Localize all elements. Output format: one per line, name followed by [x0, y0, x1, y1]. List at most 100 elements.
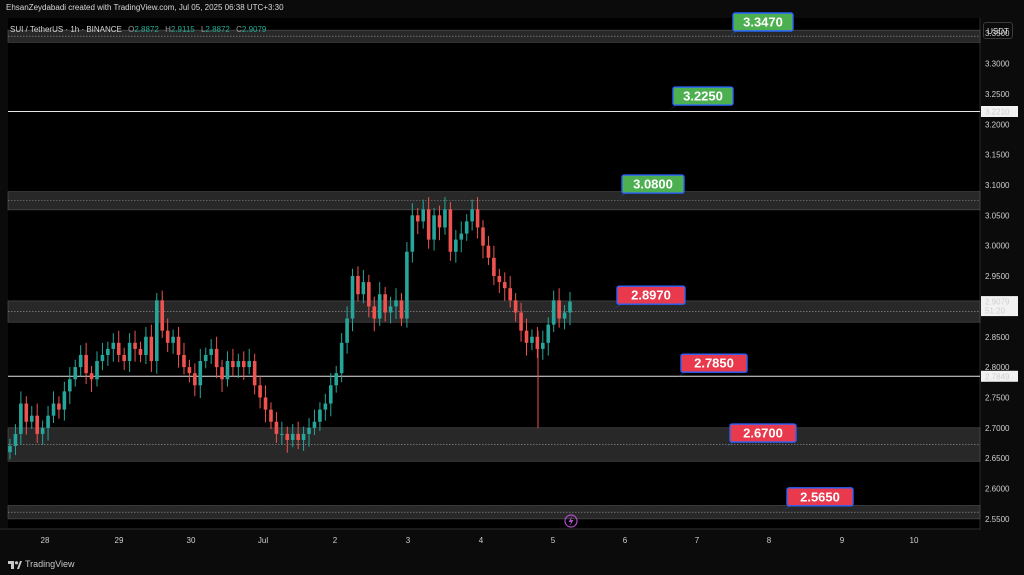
candle-body: [519, 312, 523, 331]
y-axis-tick-label: 2.8000: [985, 363, 1010, 372]
chart-header: EhsanZeydabadi created with TradingView.…: [0, 0, 1024, 18]
candle-body: [40, 427, 45, 434]
high-key: H: [165, 25, 171, 34]
author-credit: EhsanZeydabadi created with TradingView.…: [6, 3, 284, 12]
y-axis-tick-label: 2.8500: [985, 333, 1010, 342]
candle-body: [312, 421, 317, 428]
candle-body: [334, 373, 339, 386]
candle-body: [415, 215, 420, 222]
tradingview-logo[interactable]: TradingView: [8, 559, 75, 569]
price-badge: [981, 106, 1018, 117]
candle-body: [410, 215, 415, 252]
x-axis-tick-label: 3: [406, 536, 411, 545]
candle-body: [323, 403, 328, 410]
y-axis-tick-label: 3.0000: [985, 242, 1010, 251]
candle-body: [546, 324, 551, 343]
candle-body: [307, 427, 311, 434]
candle-body: [73, 367, 78, 380]
candle-body: [84, 354, 88, 374]
level-label-text: 2.6700: [743, 426, 783, 441]
candle-body: [111, 342, 116, 349]
candle-body: [154, 300, 159, 362]
candle-body: [290, 433, 295, 440]
level-label-text: 3.3470: [743, 15, 783, 30]
level-label-text: 3.2250: [683, 89, 723, 104]
candle-body: [198, 361, 203, 386]
candle-body: [122, 354, 126, 362]
tradingview-icon: [8, 560, 22, 569]
price-badge: [981, 370, 1018, 382]
candle-body: [394, 300, 398, 307]
candle-body: [176, 336, 181, 355]
x-axis-tick-label: 6: [623, 536, 628, 545]
level-label-box[interactable]: [786, 487, 854, 507]
candle-body: [421, 209, 426, 222]
candle-body: [318, 409, 322, 422]
candle-body: [57, 403, 61, 410]
x-axis-tick-label: 29: [115, 536, 124, 545]
x-axis-tick-label: Jul: [258, 536, 268, 545]
candle-body: [361, 282, 366, 295]
level-label-box[interactable]: [732, 12, 794, 32]
candle-body: [138, 348, 143, 355]
candle-body: [8, 446, 12, 453]
candle-body: [502, 282, 507, 289]
candle-body: [377, 294, 382, 319]
ohlc-legend: SUI / TetherUS · 1h · BINANCE O2.8872 H2…: [10, 25, 266, 34]
candle-body: [339, 342, 344, 374]
candle-body: [203, 354, 208, 362]
y-axis-tick-label: 3.3500: [985, 29, 1010, 38]
candle-body: [100, 354, 105, 362]
level-label-text: 2.5650: [800, 489, 840, 504]
candle-body: [285, 433, 290, 440]
lightning-glyph: [568, 516, 574, 526]
level-label-box[interactable]: [616, 285, 686, 305]
y-axis-tick-label: 2.5500: [985, 515, 1010, 524]
candle-body: [454, 239, 458, 252]
candle-body: [475, 209, 480, 228]
candle-body: [160, 300, 165, 331]
candle-body: [193, 373, 197, 386]
x-axis-tick-label: 30: [187, 536, 196, 545]
candle-body: [562, 312, 567, 319]
level-label-text: 2.8970: [631, 288, 671, 303]
candle-body: [149, 336, 154, 362]
candle-body: [350, 276, 355, 319]
candle-body: [35, 415, 39, 434]
high-value: 2.9115: [170, 25, 195, 34]
candle-body: [29, 415, 34, 422]
level-label-box[interactable]: [672, 86, 734, 106]
countdown-text: 51:20: [985, 307, 1006, 316]
x-axis-tick-label: 2: [333, 536, 338, 545]
currency-button[interactable]: USDT: [983, 22, 1013, 39]
candle-body: [492, 257, 496, 277]
level-label-box[interactable]: [680, 353, 748, 373]
candle-body: [372, 306, 377, 319]
candle-body: [464, 221, 469, 234]
candle-body: [280, 433, 284, 435]
candle-body: [508, 288, 512, 301]
open-value: 2.8872: [134, 25, 159, 34]
candle-body: [13, 433, 18, 447]
candle-body: [89, 373, 94, 380]
candle-body: [46, 415, 50, 428]
candle-body: [209, 348, 213, 355]
candle-body: [432, 215, 436, 240]
y-axis-tick-label: 3.2500: [985, 90, 1010, 99]
candle-body: [187, 367, 192, 374]
candle-body: [356, 276, 360, 295]
candle-body: [535, 336, 540, 349]
candle-body: [24, 403, 29, 422]
candle-body: [252, 361, 257, 386]
candle-body: [62, 391, 67, 410]
lightning-icon[interactable]: [564, 514, 578, 528]
low-value: 2.8872: [205, 25, 230, 34]
candle-body: [95, 361, 99, 380]
symbol-label[interactable]: SUI / TetherUS · 1h · BINANCE: [10, 25, 122, 34]
candle-body: [269, 409, 273, 422]
candle-body: [405, 251, 409, 319]
level-label-box[interactable]: [729, 423, 797, 443]
level-label-box[interactable]: [621, 174, 685, 194]
x-axis-tick-label: 4: [479, 536, 484, 545]
